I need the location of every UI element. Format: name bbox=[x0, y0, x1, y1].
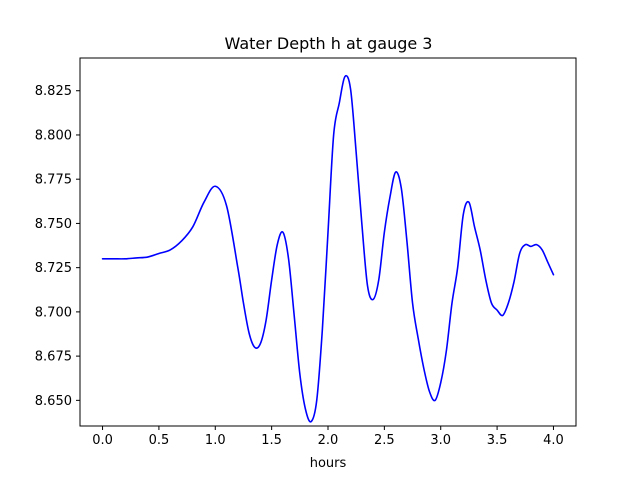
x-tick-label: 1.5 bbox=[261, 433, 282, 448]
x-tick-label: 1.0 bbox=[205, 433, 226, 448]
x-tick-label: 2.5 bbox=[374, 433, 395, 448]
y-tick-label: 8.700 bbox=[35, 305, 72, 320]
x-tick-label: 4.0 bbox=[543, 433, 564, 448]
x-tick-label: 3.0 bbox=[430, 433, 451, 448]
y-tick-label: 8.775 bbox=[35, 173, 72, 188]
x-tick-label: 3.5 bbox=[487, 433, 508, 448]
y-tick-label: 8.675 bbox=[35, 350, 72, 365]
y-tick-label: 8.750 bbox=[35, 217, 72, 232]
series-line-0 bbox=[101, 74, 555, 423]
y-tick-label: 8.800 bbox=[35, 128, 72, 143]
chart-title: Water Depth h at gauge 3 bbox=[225, 34, 433, 53]
axes-frame bbox=[79, 57, 577, 427]
x-tick-label: 2.0 bbox=[318, 433, 339, 448]
x-axis: 0.0 0.5 1.0 1.5 2.0 2.5 3.0 3.5 4.0 bbox=[92, 426, 564, 448]
plot-area bbox=[101, 74, 555, 423]
x-tick-label: 0.5 bbox=[149, 433, 170, 448]
y-tick-label: 8.650 bbox=[35, 394, 72, 409]
y-axis: 8.650 8.675 8.700 8.725 8.750 8.775 8.800 8.825 bbox=[35, 84, 80, 409]
y-tick-label: 8.725 bbox=[35, 261, 72, 276]
x-axis-label: hours bbox=[310, 456, 347, 471]
y-tick-label: 8.825 bbox=[35, 84, 72, 99]
x-tick-label: 0.0 bbox=[92, 433, 113, 448]
